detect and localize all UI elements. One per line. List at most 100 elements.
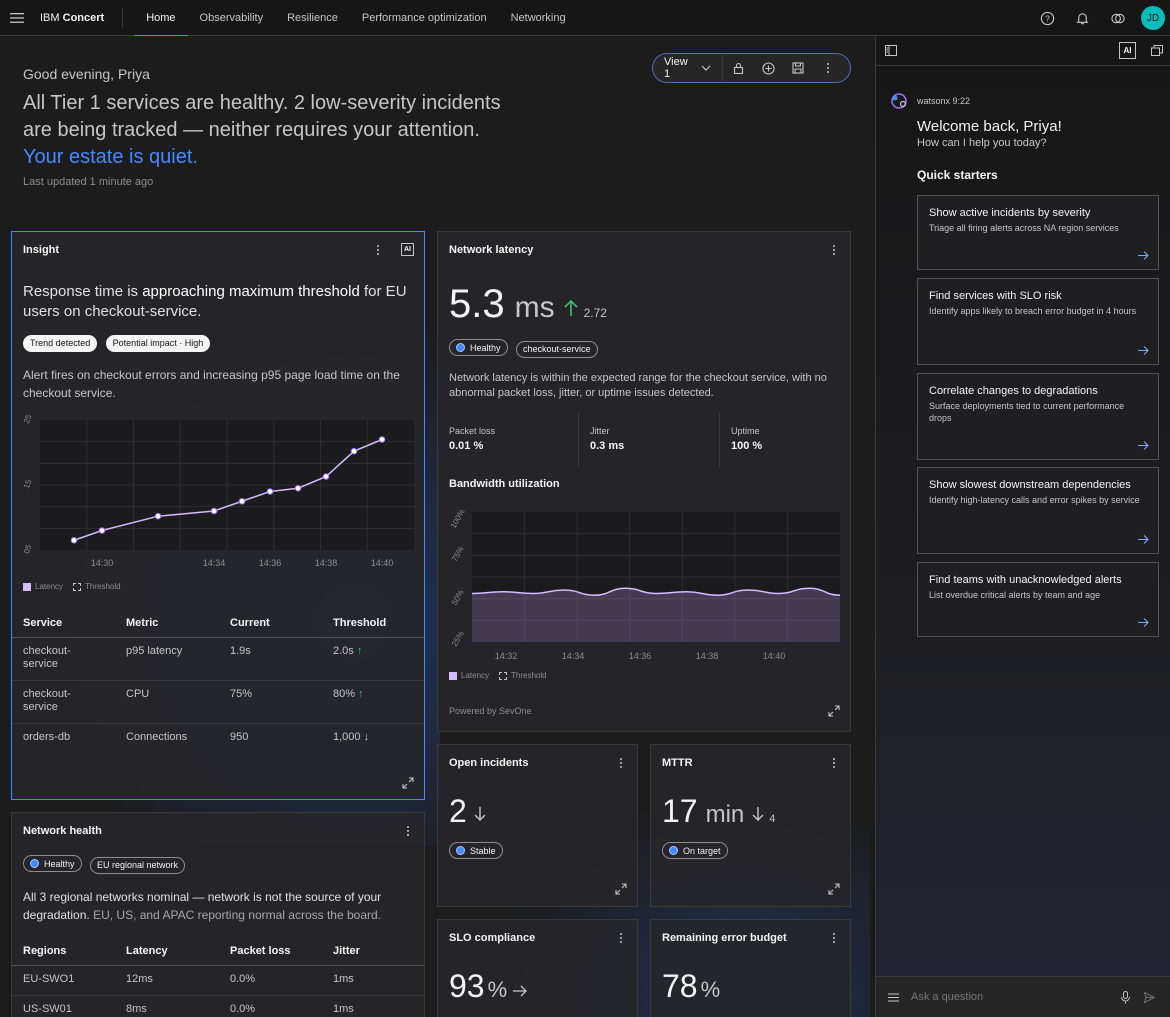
ai-badge[interactable]: AI — [1119, 42, 1136, 59]
switcher-icon[interactable] — [1100, 0, 1135, 36]
overflow-menu-icon[interactable] — [613, 930, 629, 946]
chevron-down-icon[interactable] — [696, 54, 716, 82]
overflow-menu-icon[interactable] — [826, 930, 842, 946]
expand-icon[interactable] — [614, 882, 628, 896]
overflow-menu-icon[interactable] — [400, 823, 416, 839]
welcome-prompt: How can I help you today? — [917, 137, 1047, 149]
tab-networking[interactable]: Networking — [510, 11, 566, 24]
tab-resilience[interactable]: Resilience — [287, 11, 338, 24]
svg-text:?: ? — [1045, 13, 1050, 23]
kpi-delta: 2.72 — [583, 306, 607, 320]
status-badge: Healthy — [449, 339, 508, 356]
legend-swatch-latency — [23, 582, 31, 591]
overflow-menu-icon[interactable] — [370, 242, 386, 258]
notification-bell-icon[interactable] — [1065, 0, 1100, 36]
quick-starter-card[interactable]: Correlate changes to degradations Surfac… — [917, 373, 1159, 460]
column-header[interactable]: Metric — [115, 609, 219, 638]
open-incidents-card: Open incidents 2 Stable — [437, 744, 638, 907]
expand-icon[interactable] — [827, 704, 841, 718]
greeting: Good evening, Priya — [23, 66, 150, 82]
quick-starter-title: Show slowest downstream dependencies — [929, 479, 1131, 491]
quick-starter-description: Identify high-latency calls and error sp… — [929, 495, 1140, 505]
side-panel-icon[interactable] — [885, 45, 897, 56]
cell-current: 950 — [230, 730, 249, 743]
trend-up-icon: ↑ — [358, 687, 364, 700]
expand-icon[interactable] — [827, 882, 841, 896]
message-meta: watsonx 9:22 — [917, 96, 971, 106]
add-widget-icon[interactable] — [753, 54, 783, 82]
mttr-kpi: 17 min 4 — [662, 793, 775, 830]
latency-series-area — [472, 588, 840, 642]
table-row[interactable]: EU-SWO1 12ms 0.0% 1ms — [12, 965, 424, 996]
expand-icon[interactable] — [401, 776, 415, 790]
tab-performance-optimization[interactable]: Performance optimization — [361, 11, 487, 24]
overflow-menu-icon[interactable] — [813, 54, 843, 82]
service-tag: checkout-service — [515, 340, 598, 358]
x-tick-label: 14:36 — [259, 558, 282, 568]
cell-packet-loss: 0.0% — [219, 995, 322, 1017]
cell-region: EU-SWO1 — [12, 965, 115, 996]
overflow-menu-icon[interactable] — [613, 755, 629, 771]
arrow-right-icon — [1138, 346, 1149, 355]
microphone-icon[interactable] — [1121, 990, 1130, 1004]
table-row[interactable]: orders-db Connections 950 1,000 ↓ — [12, 723, 424, 766]
lock-icon[interactable] — [723, 54, 753, 82]
tab-home[interactable]: Home — [134, 0, 188, 37]
help-icon[interactable]: ? — [1030, 0, 1065, 36]
list-icon[interactable] — [888, 992, 899, 1002]
cell-threshold: 1,000 ↓ — [333, 730, 370, 743]
quick-starter-card[interactable]: Show slowest downstream dependencies Ide… — [917, 467, 1159, 554]
card-title: Insight — [23, 244, 60, 256]
mttr-tag-row: On target — [662, 842, 732, 860]
quick-starter-title: Find teams with unacknowledged alerts — [929, 574, 1122, 586]
view-selector-label[interactable]: View 1 — [664, 56, 688, 80]
chat-input[interactable] — [911, 991, 1116, 1003]
y-tick-label: 25% — [450, 630, 466, 648]
data-point — [98, 527, 106, 534]
insight-card: Insight AI Response time is approaching … — [11, 231, 425, 800]
chart-legend: Latency Threshold — [449, 671, 547, 680]
table-row[interactable]: checkout-service CPU 75% 80% ↑ — [12, 680, 424, 724]
user-avatar[interactable]: JD — [1141, 6, 1165, 30]
menu-icon[interactable] — [0, 0, 34, 36]
y-tick-label: 100% — [449, 508, 467, 530]
tab-observability[interactable]: Observability — [199, 11, 264, 24]
slo-compliance-card: SLO compliance 93 % — [437, 919, 638, 1017]
cell-region: US-SW01 — [12, 995, 115, 1017]
card-title: Remaining error budget — [662, 932, 787, 944]
overflow-menu-icon[interactable] — [826, 755, 842, 771]
y-tick-label: 50% — [450, 588, 466, 606]
column-header[interactable]: Latency — [115, 937, 219, 966]
column-header[interactable]: Jitter — [322, 937, 424, 966]
column-header[interactable]: Threshold — [322, 609, 424, 638]
column-header[interactable]: Packet loss — [219, 937, 322, 966]
x-tick-label: 14:34 — [203, 558, 226, 568]
status-badge: Stable — [449, 842, 503, 859]
dashboard: Good evening, Priya All Tier 1 services … — [0, 36, 875, 1017]
quick-starter-card[interactable]: Find services with SLO risk Identify app… — [917, 278, 1159, 365]
column-header[interactable]: Service — [12, 609, 115, 638]
cell-latency: 8ms — [115, 995, 219, 1017]
data-point — [294, 484, 302, 492]
network-health-table: Regions Latency Packet loss Jitter EU-SW… — [12, 937, 424, 1017]
estate-status-link[interactable]: Your estate is quiet. — [23, 146, 198, 168]
tag-potential-impact: Potential impact · High — [105, 334, 211, 352]
arrow-right-icon — [1138, 251, 1149, 260]
column-header[interactable]: Current — [219, 609, 322, 638]
product-name[interactable]: IBM Concert — [34, 7, 124, 28]
quick-starter-card[interactable]: Find teams with unacknowledged alerts Li… — [917, 562, 1159, 637]
quick-starter-card[interactable]: Show active incidents by severity Triage… — [917, 195, 1159, 270]
send-icon[interactable] — [1144, 991, 1155, 1003]
assistant-header: AI — [876, 36, 1170, 66]
data-point — [378, 436, 386, 443]
insight-summary: Response time is approaching maximum thr… — [23, 283, 407, 320]
save-icon[interactable] — [783, 54, 813, 82]
network-latency-card: Network latency 5.3 ms 2.72 Healthy chec… — [437, 231, 851, 732]
table-row[interactable]: checkout-service p95 latency 1.9s 2.0s ↑ — [12, 637, 424, 681]
column-header[interactable]: Regions — [12, 937, 115, 966]
quick-starter-description: Triage all firing alerts across NA regio… — [929, 223, 1119, 233]
launch-window-icon[interactable] — [1151, 45, 1163, 56]
error-budget-card: Remaining error budget 78 % — [650, 919, 851, 1017]
table-row[interactable]: US-SW01 8ms 0.0% 1ms — [12, 995, 424, 1017]
overflow-menu-icon[interactable] — [826, 242, 842, 258]
